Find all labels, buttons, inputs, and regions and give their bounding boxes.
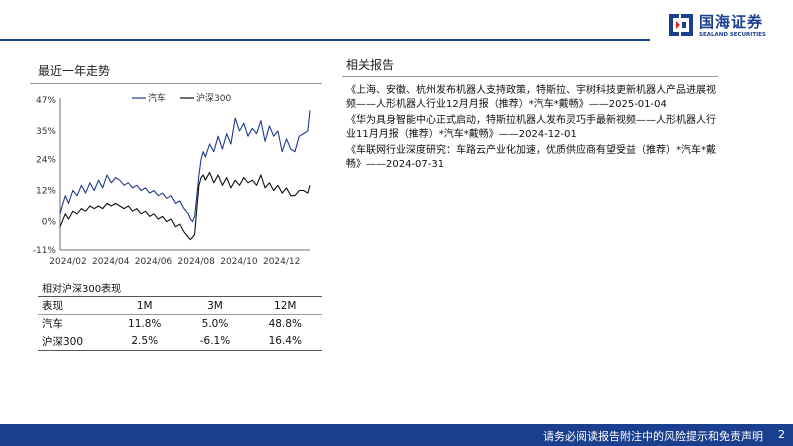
table-header-cell: 12M — [274, 299, 297, 312]
table-header-cell: 3M — [207, 299, 223, 312]
x-tick-label: 2024/12 — [263, 257, 300, 267]
report-link[interactable]: 《上海、安徽、杭州发布机器人支持政策，特斯拉、宇树科技更新机器人产品进展视频——… — [346, 85, 716, 110]
footer-bar: 请务必阅读报告附注中的风险提示和免责声明 2 — [0, 424, 793, 446]
y-tick-label: 12% — [36, 187, 56, 197]
series-line — [59, 171, 311, 241]
related-reports-list: 《上海、安徽、杭州发布机器人支持政策，特斯拉、宇树科技更新机器人产品进展视频——… — [346, 84, 718, 174]
brand-name-cn: 国海证券 — [699, 13, 764, 31]
trend-section-title: 最近一年走势 — [38, 64, 111, 78]
table-header-cell: 表现 — [42, 300, 63, 312]
y-tick-label: 0% — [42, 218, 57, 228]
legend-label: 沪深300 — [196, 92, 231, 104]
table-header-row: 表现 1M 3M 12M — [38, 296, 322, 315]
y-tick-label: 35% — [36, 127, 56, 137]
x-tick-label: 2024/02 — [49, 257, 86, 267]
table-cell: 汽车 — [42, 318, 63, 331]
x-tick-label: 2024/10 — [220, 257, 258, 267]
table-row: 汽车 11.8% 5.0% 48.8% — [38, 315, 322, 333]
x-tick-label: 2024/04 — [92, 257, 130, 267]
table-cell: 11.8% — [128, 317, 162, 330]
trend-title-rule — [30, 83, 322, 84]
table-cell: 沪深300 — [42, 335, 84, 348]
trend-line-chart: 47% 35% 24% 12% 0% -11%2024/02 2024/04 2024/06 2… — [33, 92, 311, 267]
sealand-logo-icon — [669, 14, 693, 36]
table-header-cell: 1M — [136, 299, 153, 312]
perf-table-title: 相对沪深300表现 — [42, 284, 122, 295]
table-cell: -6.1% — [199, 335, 231, 348]
footer-disclaimer: 请务必阅读报告附注中的风险提示和免责声明 — [543, 430, 763, 443]
table-cell: 5.0% — [201, 317, 229, 330]
y-tick-label: -11% — [33, 246, 57, 256]
brand-name-en: SEALAND SECURITIES — [699, 32, 766, 38]
series-line — [59, 110, 311, 223]
report-link[interactable]: 《车联网行业深度研究：车路云产业化加速，优质供应商有望受益（推荐）*汽车*戴畅》… — [346, 145, 716, 170]
brand-logo: 国海证券 SEALAND SECURITIES — [667, 10, 787, 44]
report-link[interactable]: 《华为具身智能中心正式启动，特斯拉机器人发布灵巧手最新视频——人形机器人行业11… — [346, 115, 716, 140]
y-tick-label: 47% — [36, 96, 56, 106]
table-cell: 48.8% — [268, 317, 302, 330]
table-cell: 16.4% — [268, 335, 302, 348]
y-tick-label: 24% — [36, 155, 56, 165]
related-reports-title: 相关报告 — [346, 58, 395, 72]
x-tick-label: 2024/06 — [135, 257, 173, 267]
legend-label: 汽车 — [148, 92, 166, 104]
page-number: 2 — [778, 428, 785, 441]
header-rule — [0, 39, 650, 41]
reports-title-rule — [342, 76, 718, 77]
table-row: 沪深300 2.5% -6.1% 16.4% — [38, 333, 322, 351]
table-cell: 2.5% — [131, 335, 159, 348]
x-tick-label: 2024/08 — [178, 257, 216, 267]
relative-performance-table: 表现 1M 3M 12M 汽车 11.8% 5.0% 48.8% 沪深300 2… — [38, 296, 322, 351]
